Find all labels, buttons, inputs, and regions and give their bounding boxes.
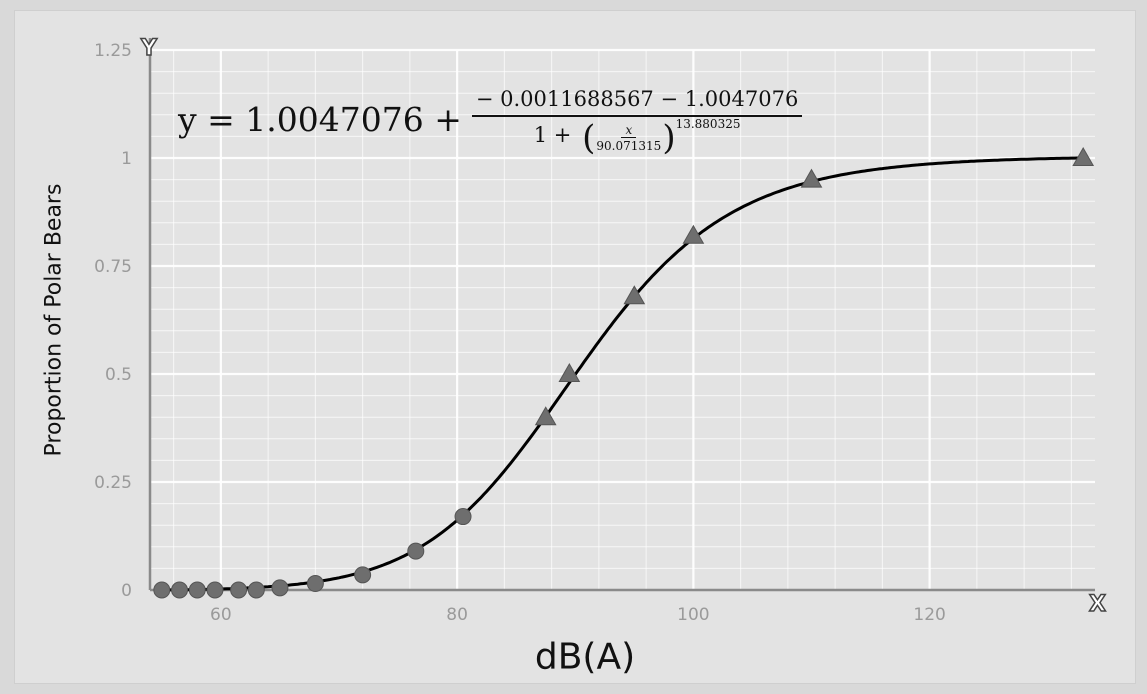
data-point-circle: [171, 581, 189, 599]
inner-denominator: 90.071315: [596, 138, 662, 153]
y-axis-letter: Y: [140, 35, 157, 62]
inner-fraction: x 90.071315: [596, 123, 661, 153]
data-point-triangle: [1072, 146, 1095, 166]
x-tick-label: 120: [913, 605, 945, 625]
equation-denominator-lead: 1 +: [533, 122, 572, 147]
tick-layer: 60 80 100 120 0 0.25 0.5 0.75 1 1.25: [94, 41, 946, 625]
marker-layer: [153, 146, 1095, 599]
y-axis-label: Proportion of Polar Bears: [41, 183, 67, 457]
y-tick-label: 0.5: [105, 365, 132, 385]
data-point-circle: [206, 581, 224, 599]
data-point-circle: [188, 581, 206, 599]
data-point-triangle: [800, 168, 823, 188]
y-tick-label: 1: [121, 149, 132, 169]
x-tick-label: 80: [446, 605, 468, 625]
data-point-circle: [407, 542, 425, 560]
axis-layer: [148, 38, 1095, 592]
x-tick-label: 100: [677, 605, 709, 625]
equation-exponent: 13.880325: [675, 116, 741, 131]
x-axis-label: dB(A): [534, 636, 636, 678]
x-tick-label: 60: [210, 605, 232, 625]
data-point-triangle: [534, 406, 557, 426]
data-point-circle: [153, 581, 171, 599]
y-tick-label: 0.75: [94, 257, 132, 277]
fit-equation: y = 1.0047076 + − 0.0011688567 − 1.00470…: [178, 72, 803, 167]
data-point-circle: [247, 581, 265, 599]
x-axis-letter: X: [1088, 591, 1106, 618]
open-paren: (: [571, 117, 596, 158]
y-tick-label: 0.25: [94, 473, 132, 493]
grid-layer: [150, 48, 1095, 590]
y-tick-label: 0: [121, 581, 132, 601]
data-point-circle: [230, 581, 248, 599]
equation-denominator: 1 + ( x 90.071315 ) 13.880325: [533, 116, 741, 158]
data-point-triangle: [682, 224, 705, 244]
equation-lhs: y = 1.0047076 +: [178, 100, 462, 139]
y-tick-label: 1.25: [94, 41, 132, 61]
chart-frame: [14, 10, 1136, 684]
equation-fraction: − 0.0011688567 − 1.0047076 1 + ( x 90.07…: [471, 87, 803, 158]
data-point-circle: [306, 575, 324, 593]
inner-numerator: x: [621, 123, 637, 138]
close-paren: ): [662, 117, 676, 158]
data-point-circle: [454, 508, 472, 526]
equation-numerator: − 0.0011688567 − 1.0047076: [471, 87, 803, 117]
data-point-circle: [271, 579, 289, 597]
data-point-triangle: [623, 285, 646, 305]
data-point-circle: [354, 566, 372, 584]
data-point-triangle: [558, 362, 581, 382]
